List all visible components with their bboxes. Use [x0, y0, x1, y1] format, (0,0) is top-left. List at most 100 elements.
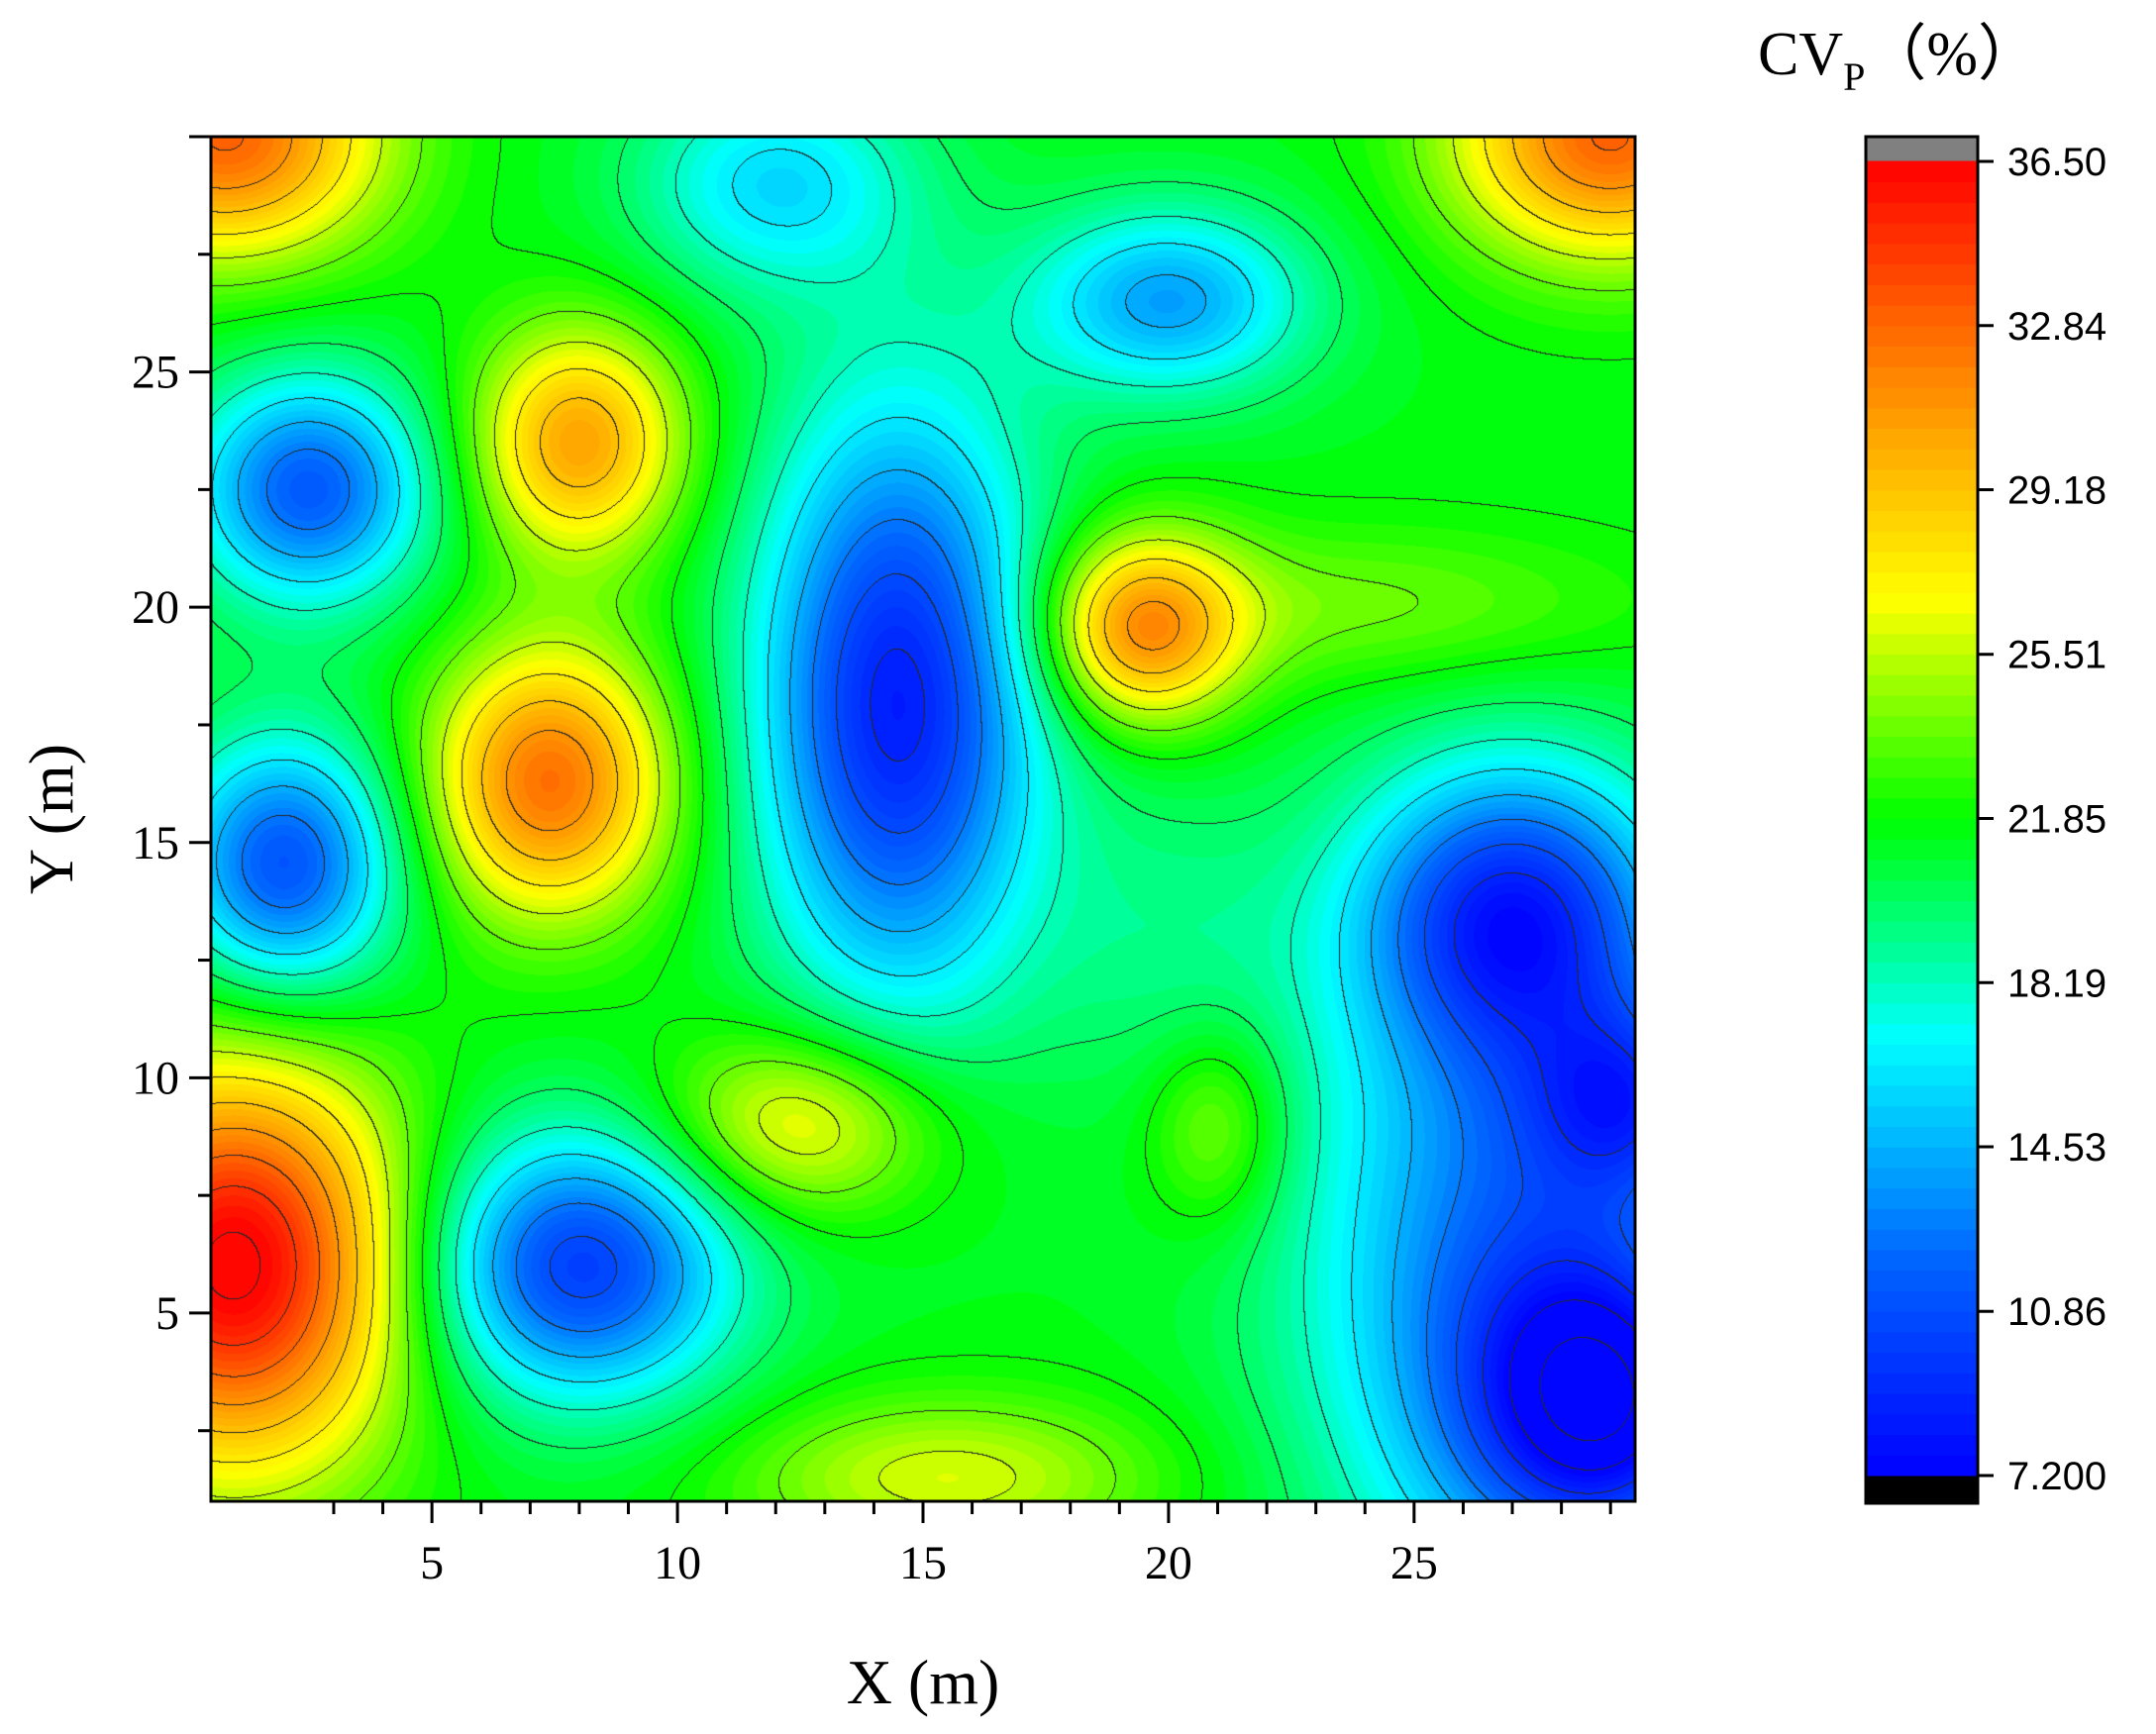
- colorbar-tick-label: 21.85: [2007, 798, 2106, 842]
- x-tick-label: 15: [899, 1537, 947, 1589]
- contour-raster-container: [211, 137, 1635, 1501]
- colorbar-band: [1866, 818, 1978, 840]
- colorbar-title: CVP（%）: [1758, 21, 2039, 99]
- colorbar-band: [1866, 776, 1978, 799]
- colorbar-band: [1866, 1310, 1978, 1333]
- y-tick-label: 20: [132, 581, 179, 634]
- colorbar-band: [1866, 612, 1978, 635]
- colorbar-band: [1866, 448, 1978, 470]
- colorbar-band: [1866, 530, 1978, 553]
- colorbar-band: [1866, 1289, 1978, 1312]
- colorbar-band: [1866, 1084, 1978, 1107]
- colorbar-tick-label: 32.84: [2007, 305, 2106, 349]
- colorbar-band: [1866, 181, 1978, 203]
- colorbar-band: [1866, 283, 1978, 306]
- colorbar-band: [1866, 1413, 1978, 1436]
- colorbar-band: [1866, 1454, 1978, 1477]
- colorbar-band: [1866, 797, 1978, 819]
- colorbar-band: [1866, 736, 1978, 758]
- colorbar-band: [1866, 1434, 1978, 1456]
- colorbar-band: [1866, 304, 1978, 327]
- colorbar-under-swatch: [1866, 1476, 1978, 1503]
- colorbar-band: [1866, 1331, 1978, 1354]
- colorbar-band: [1866, 1372, 1978, 1394]
- y-tick-label: 25: [132, 347, 179, 399]
- colorbar-tick-label: 10.86: [2007, 1290, 2106, 1334]
- colorbar-band: [1866, 859, 1978, 881]
- x-axis-title: X (m): [847, 1647, 1000, 1717]
- y-tick-label: 5: [155, 1287, 179, 1340]
- colorbar-bands: [1866, 137, 1978, 1503]
- colorbar-band: [1866, 962, 1978, 983]
- colorbar-band: [1866, 1270, 1978, 1291]
- colorbar-band: [1866, 756, 1978, 778]
- colorbar-band: [1866, 920, 1978, 943]
- colorbar-band: [1866, 407, 1978, 430]
- colorbar-band: [1866, 468, 1978, 491]
- colorbar-band: [1866, 899, 1978, 922]
- colorbar-band: [1866, 386, 1978, 409]
- colorbar-band: [1866, 981, 1978, 1004]
- colorbar-band: [1866, 551, 1978, 573]
- colorbar-band: [1866, 1392, 1978, 1415]
- colorbar-band: [1866, 346, 1978, 367]
- colorbar-band: [1866, 1228, 1978, 1251]
- colorbar-band: [1866, 509, 1978, 532]
- colorbar-tick-label: 36.50: [2007, 141, 2106, 184]
- colorbar-band: [1866, 1352, 1978, 1374]
- colorbar-title-unit: （%）: [1865, 21, 2039, 88]
- colorbar-band: [1866, 591, 1978, 614]
- colorbar-band: [1866, 428, 1978, 450]
- colorbar-band: [1866, 325, 1978, 348]
- y-axis-title: Y (m): [16, 744, 86, 894]
- colorbar-band: [1866, 1023, 1978, 1046]
- colorbar-band: [1866, 941, 1978, 964]
- colorbar-tick-label: 25.51: [2007, 634, 2106, 677]
- colorbar-band: [1866, 654, 1978, 675]
- colorbar-band: [1866, 1187, 1978, 1209]
- colorbar-tick-label: 14.53: [2007, 1126, 2106, 1170]
- contour-surface: [211, 137, 1635, 1501]
- x-tick-label: 20: [1145, 1537, 1192, 1589]
- colorbar-band: [1866, 1167, 1978, 1189]
- colorbar-band: [1866, 673, 1978, 696]
- colorbar-band: [1866, 571, 1978, 593]
- colorbar-band: [1866, 1249, 1978, 1272]
- colorbar-band: [1866, 263, 1978, 285]
- colorbar-band: [1866, 1044, 1978, 1066]
- y-tick-label: 10: [132, 1052, 179, 1104]
- colorbar-band: [1866, 243, 1978, 265]
- colorbar-band: [1866, 160, 1978, 183]
- x-tick-label: 10: [654, 1537, 701, 1589]
- colorbar-band: [1866, 1105, 1978, 1128]
- colorbar-tick-label: 29.18: [2007, 469, 2106, 513]
- colorbar-band: [1866, 1064, 1978, 1086]
- colorbar-tick-label: 18.19: [2007, 962, 2106, 1005]
- x-tick-label: 25: [1390, 1537, 1438, 1589]
- colorbar-band: [1866, 1207, 1978, 1230]
- x-axis: 5 10 15 20 25: [332, 1501, 1612, 1589]
- colorbar-ticks: 36.50 32.84 29.18 25.51 21.85 18.19 14.53 10.86…: [1978, 141, 2106, 1498]
- plot-area: [209, 135, 1637, 1503]
- colorbar-band: [1866, 222, 1978, 245]
- colorbar-band: [1866, 365, 1978, 388]
- colorbar-band: [1866, 489, 1978, 511]
- colorbar-band: [1866, 1146, 1978, 1169]
- colorbar: CVP（%） 36.50 32.84 29.18 25.51 21.85 18.19 14.…: [1758, 21, 2106, 1505]
- colorbar-band: [1866, 715, 1978, 738]
- colorbar-tick-label: 7.200: [2007, 1455, 2106, 1498]
- colorbar-band: [1866, 633, 1978, 656]
- x-tick-label: 5: [420, 1537, 444, 1589]
- colorbar-title-subscript: P: [1843, 54, 1865, 99]
- colorbar-band: [1866, 201, 1978, 224]
- colorbar-over-swatch: [1866, 137, 1978, 161]
- colorbar-band: [1866, 694, 1978, 717]
- colorbar-band: [1866, 879, 1978, 901]
- colorbar-band: [1866, 838, 1978, 861]
- colorbar-title-main: CV: [1758, 21, 1843, 88]
- colorbar-band: [1866, 1002, 1978, 1025]
- y-tick-label: 15: [132, 817, 179, 869]
- colorbar-band: [1866, 1126, 1978, 1148]
- y-axis: 5 10 15 20 25: [132, 135, 211, 1433]
